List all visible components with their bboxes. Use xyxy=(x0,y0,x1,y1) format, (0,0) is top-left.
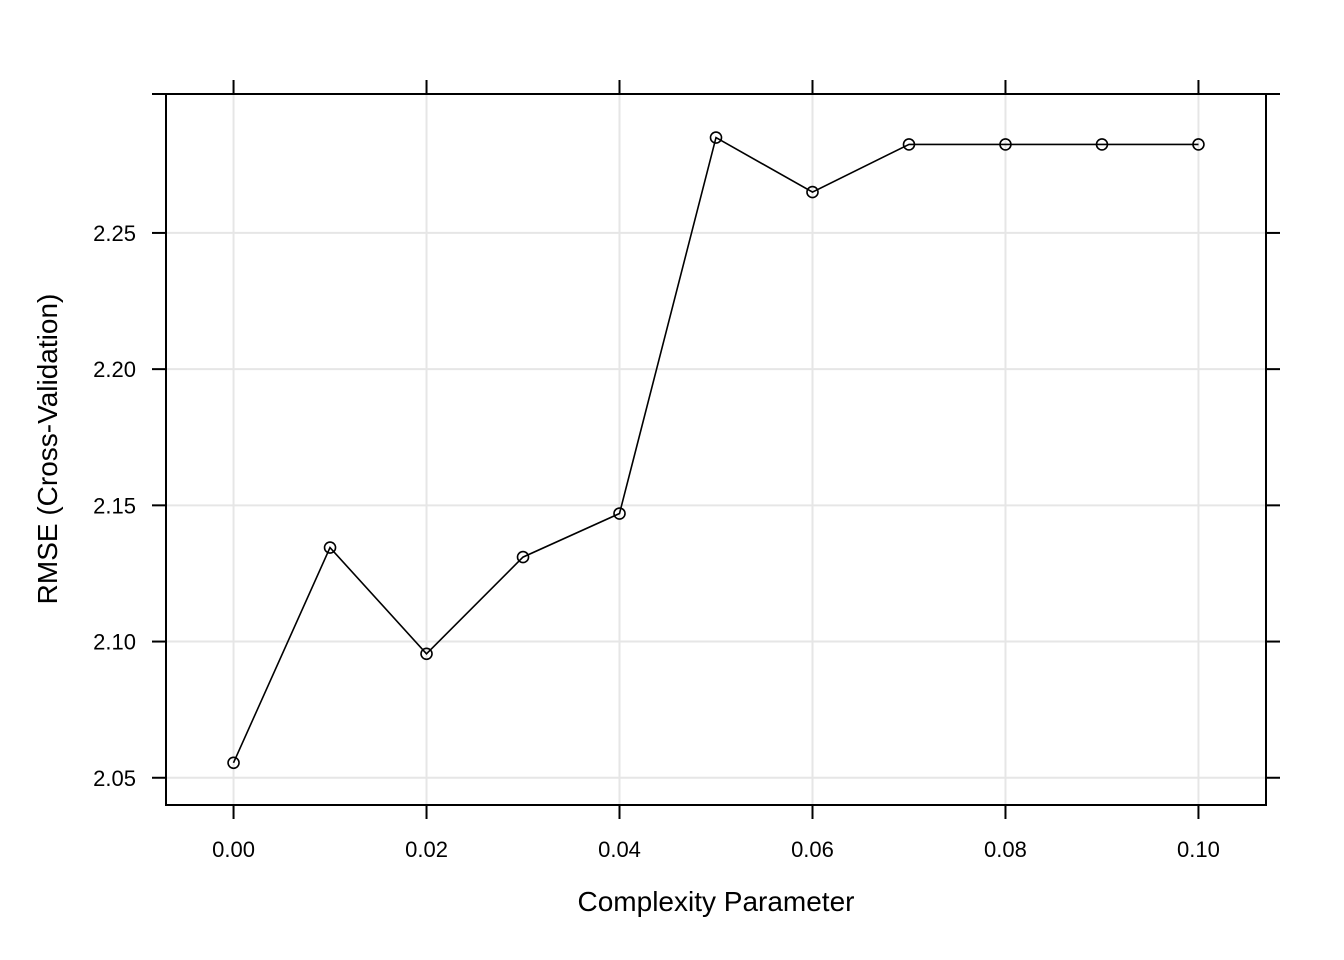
y-tick-label: 2.10 xyxy=(93,630,136,655)
plot-panel xyxy=(165,93,1267,806)
data-point xyxy=(999,138,1012,151)
x-tick-label: 0.10 xyxy=(1177,837,1220,862)
data-point xyxy=(806,185,819,199)
data-point xyxy=(420,647,433,661)
tick-labels: 0.00 0.02 0.04 0.06 0.08 0.10 2.05 2.10 2.15 2.20… xyxy=(93,221,1220,862)
x-tick-label: 0.04 xyxy=(598,837,641,862)
data-point xyxy=(1192,138,1205,151)
axis-ticks xyxy=(152,80,1280,819)
series xyxy=(227,131,1205,770)
x-tick-label: 0.02 xyxy=(405,837,448,862)
data-point xyxy=(709,131,723,144)
y-axis-title: RMSE (Cross-Validation) xyxy=(32,294,63,605)
y-tick-label: 2.25 xyxy=(93,221,136,246)
x-tick-label: 0.00 xyxy=(212,837,255,862)
x-axis-title: Complexity Parameter xyxy=(578,886,855,917)
x-tick-label: 0.06 xyxy=(791,837,834,862)
series-line xyxy=(232,136,1199,764)
y-tick-label: 2.15 xyxy=(93,493,136,518)
data-point xyxy=(613,507,626,520)
data-point xyxy=(516,550,530,564)
grid xyxy=(166,94,1266,805)
data-point xyxy=(227,756,240,770)
data-point xyxy=(902,138,916,151)
data-point xyxy=(323,541,337,554)
y-tick-label: 2.20 xyxy=(93,357,136,382)
y-tick-label: 2.05 xyxy=(93,766,136,791)
data-point xyxy=(1095,138,1109,151)
x-tick-label: 0.08 xyxy=(984,837,1027,862)
